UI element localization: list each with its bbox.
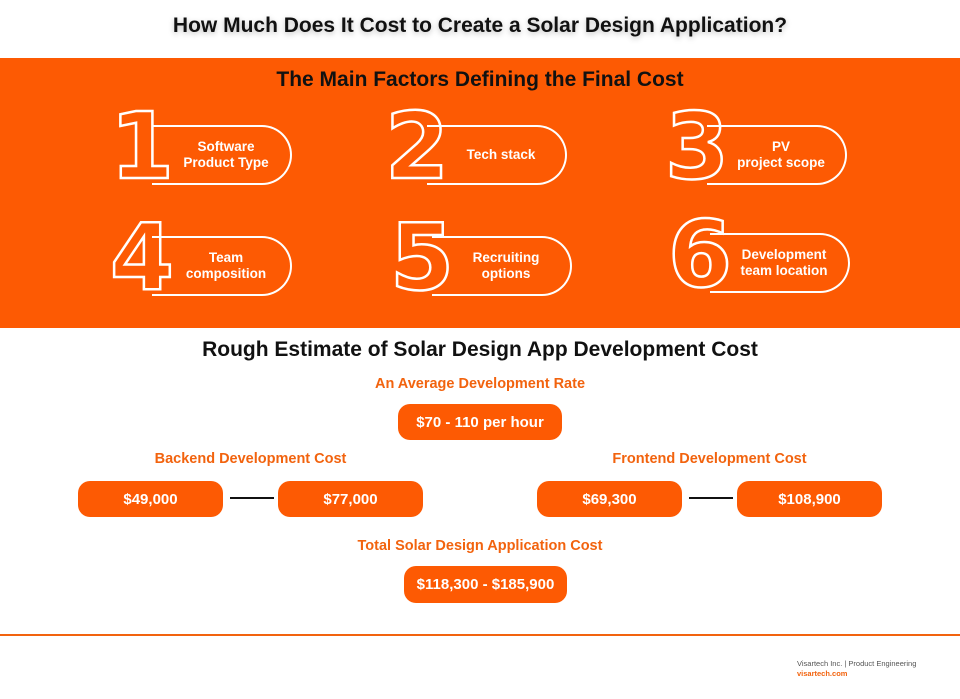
backend-min: $49,000 (78, 481, 223, 517)
rate-label: An Average Development Rate (374, 376, 586, 392)
page-title: How Much Does It Cost to Create a Solar … (172, 14, 788, 37)
factor-label: PV project scope (707, 125, 847, 185)
factor-label: Team composition (152, 236, 292, 296)
footer: Visartech Inc. | Product Engineering vis… (797, 659, 916, 679)
backend-label: Backend Development Cost (154, 451, 347, 467)
divider (0, 634, 960, 636)
frontend-max: $108,900 (737, 481, 882, 517)
frontend-label: Frontend Development Cost (612, 451, 807, 467)
factors-heading: The Main Factors Defining the Final Cost (276, 68, 684, 91)
factor-label: Development team location (710, 233, 850, 293)
factor-label: Recruiting options (432, 236, 572, 296)
factor-6: 6 Development team location (667, 207, 858, 302)
factor-label: Software Product Type (152, 125, 292, 185)
factor-3: 3 PV project scope (664, 99, 855, 194)
total-value: $118,300 - $185,900 (404, 566, 567, 603)
footer-url[interactable]: visartech.com (797, 669, 848, 678)
range-dash (689, 497, 733, 499)
factor-label: Tech stack (427, 125, 567, 185)
backend-max: $77,000 (278, 481, 423, 517)
factor-4: 4 Team composition (109, 210, 300, 305)
range-dash (230, 497, 274, 499)
total-label: Total Solar Design Application Cost (357, 538, 603, 554)
factor-1: 1 Software Product Type (109, 99, 300, 194)
factor-2: 2 Tech stack (384, 99, 575, 194)
frontend-min: $69,300 (537, 481, 682, 517)
estimate-heading: Rough Estimate of Solar Design App Devel… (202, 338, 758, 361)
factors-banner: The Main Factors Defining the Final Cost… (0, 58, 960, 328)
rate-value: $70 - 110 per hour (398, 404, 562, 440)
footer-company: Visartech Inc. | Product Engineering (797, 659, 917, 668)
factor-5: 5 Recruiting options (389, 210, 580, 305)
